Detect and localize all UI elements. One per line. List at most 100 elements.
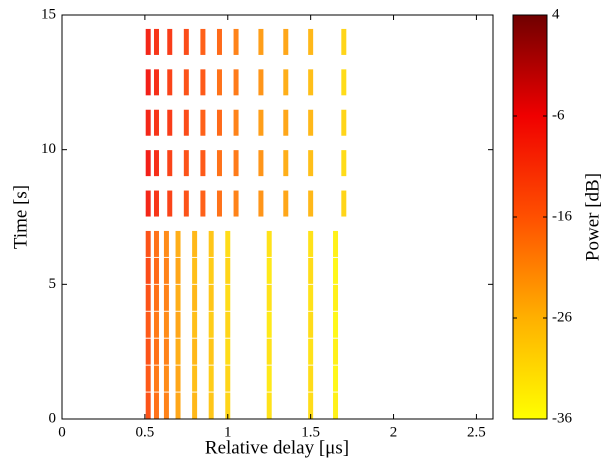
point (208, 365, 214, 392)
point (333, 338, 339, 365)
point (183, 150, 189, 177)
point (145, 109, 151, 136)
point (153, 230, 159, 257)
point (163, 284, 169, 311)
point (200, 109, 206, 136)
point (175, 311, 181, 338)
point (225, 284, 231, 311)
colorbar (512, 14, 548, 420)
point (283, 150, 289, 177)
point (145, 392, 151, 419)
point (145, 311, 151, 338)
point (167, 190, 173, 217)
point (216, 109, 222, 136)
point (266, 338, 272, 365)
point (225, 257, 231, 284)
x-tick-label: 1 (224, 424, 232, 440)
point (167, 150, 173, 177)
point (200, 190, 206, 217)
point (308, 338, 314, 365)
y-tick-label: 5 (49, 276, 57, 292)
point (283, 69, 289, 96)
point (308, 109, 314, 136)
point (258, 150, 264, 177)
point (153, 284, 159, 311)
point (175, 392, 181, 419)
point (200, 69, 206, 96)
point (192, 230, 198, 257)
colorbar-tick-label: -26 (552, 309, 572, 325)
point (308, 257, 314, 284)
point (163, 392, 169, 419)
colorbar-tick-label: -6 (552, 107, 565, 123)
point (225, 365, 231, 392)
point (258, 28, 264, 55)
point (308, 69, 314, 96)
point (333, 284, 339, 311)
point (266, 284, 272, 311)
point (258, 69, 264, 96)
point (208, 338, 214, 365)
point (333, 365, 339, 392)
point (192, 284, 198, 311)
point (183, 28, 189, 55)
point (183, 69, 189, 96)
point (175, 257, 181, 284)
point (145, 284, 151, 311)
plot-frame (61, 14, 494, 420)
point (225, 392, 231, 419)
point (225, 311, 231, 338)
point (167, 28, 173, 55)
point (266, 257, 272, 284)
point (225, 230, 231, 257)
point (258, 190, 264, 217)
point (216, 28, 222, 55)
point (333, 392, 339, 419)
point (308, 284, 314, 311)
point (333, 257, 339, 284)
point (145, 365, 151, 392)
point (145, 190, 151, 217)
point (308, 230, 314, 257)
point (175, 230, 181, 257)
x-tick-label: 0 (58, 424, 66, 440)
point (192, 365, 198, 392)
point (175, 284, 181, 311)
point (167, 109, 173, 136)
point (163, 311, 169, 338)
point (283, 28, 289, 55)
point (225, 338, 231, 365)
point (283, 109, 289, 136)
point (333, 311, 339, 338)
point (208, 230, 214, 257)
point (153, 338, 159, 365)
x-tick-label: 0.5 (136, 424, 155, 440)
point (308, 311, 314, 338)
point (233, 109, 239, 136)
point (233, 150, 239, 177)
point (192, 311, 198, 338)
point (258, 109, 264, 136)
point (145, 150, 151, 177)
colorbar-tick-label: -36 (552, 410, 572, 426)
x-tick-label: 2.5 (467, 424, 486, 440)
point (341, 28, 347, 55)
point (266, 311, 272, 338)
point (333, 230, 339, 257)
point (175, 365, 181, 392)
y-axis-label: Time [s] (10, 185, 31, 249)
point (233, 190, 239, 217)
point (208, 311, 214, 338)
y-tick-label: 10 (41, 141, 56, 157)
point (163, 257, 169, 284)
point (308, 150, 314, 177)
x-axis-label: Relative delay [μs] (205, 437, 349, 458)
x-tick-label: 1.5 (301, 424, 320, 440)
point (341, 190, 347, 217)
point (183, 109, 189, 136)
point (200, 28, 206, 55)
point (266, 365, 272, 392)
point (153, 311, 159, 338)
point (145, 28, 151, 55)
